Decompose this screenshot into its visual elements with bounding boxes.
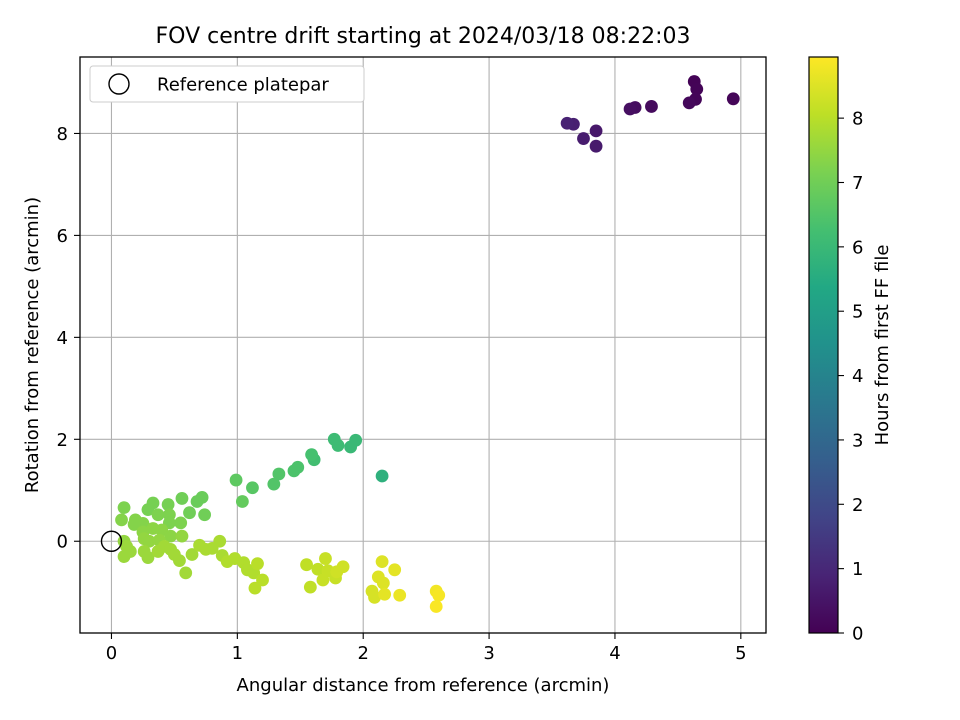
colorbar-tick-label: 5	[852, 302, 863, 323]
plot-area-frame	[79, 56, 767, 634]
scatter-point	[127, 518, 141, 531]
colorbar-tick-label: 1	[852, 559, 863, 580]
legend-label: Reference platepar	[157, 75, 329, 96]
scatter-point	[393, 588, 407, 602]
scatter-point	[175, 492, 189, 505]
scatter-point	[179, 566, 193, 580]
colorbar-tick-label: 8	[852, 109, 863, 130]
colorbar: 0 1 2 3 4 5 6 7 8 Hours from first FF file	[808, 56, 893, 645]
scatter-point	[300, 558, 313, 572]
scatter-point	[267, 477, 281, 491]
scatter-point	[256, 573, 269, 587]
y-axis-label: Rotation from reference (arcmin)	[22, 197, 43, 493]
scatter-point	[623, 102, 637, 116]
colorbar-gradient	[808, 56, 839, 634]
scatter-point	[175, 529, 189, 543]
colorbar-tick-label: 7	[852, 173, 863, 194]
x-tick-label: 0	[106, 643, 117, 664]
scatter-point	[319, 552, 332, 565]
legend: Reference platepar	[89, 65, 365, 103]
scatter-point	[429, 600, 443, 613]
scatter-point	[303, 580, 317, 594]
scatter-point	[589, 124, 603, 138]
scatter-point	[229, 473, 243, 487]
scatter-point	[142, 534, 156, 548]
scatter-point	[388, 563, 402, 577]
scatter-point	[117, 550, 131, 563]
scatter-point	[726, 92, 740, 106]
y-tick-label: 6	[57, 226, 68, 247]
scatter-point	[198, 508, 212, 522]
grid-lines	[80, 57, 766, 633]
scatter-point	[287, 464, 301, 478]
scatter-point	[577, 132, 590, 145]
scatter-point	[336, 560, 350, 574]
x-tick-label: 1	[232, 643, 243, 664]
chart-title: FOV centre drift starting at 2024/03/18 …	[156, 24, 691, 49]
scatter-point	[164, 529, 178, 543]
colorbar-label: Hours from first FF file	[872, 245, 893, 446]
x-tick-label: 2	[357, 643, 368, 664]
scatter-point	[246, 481, 259, 495]
scatter-point	[368, 590, 381, 604]
reference-marker	[100, 530, 123, 552]
scatter-point	[682, 96, 696, 110]
scatter-point	[305, 448, 319, 461]
reference-point-marker	[100, 530, 123, 552]
colorbar-ticks: 0 1 2 3 4 5 6 7 8	[838, 109, 863, 645]
x-axis-label: Angular distance from reference (arcmin)	[237, 675, 610, 696]
scatter-point	[251, 557, 264, 571]
x-tick-label: 4	[609, 643, 620, 664]
scatter-point	[117, 501, 131, 515]
y-tick-label: 4	[57, 328, 68, 349]
x-tick-label: 3	[483, 643, 494, 664]
scatter-point	[151, 508, 165, 522]
colorbar-tick-label: 2	[852, 495, 863, 516]
scatter-point	[141, 503, 155, 517]
scatter-point	[560, 116, 574, 130]
legend-box	[89, 65, 365, 103]
y-tick-label: 8	[57, 124, 68, 145]
scatter-point	[272, 467, 286, 481]
scatter-point	[311, 562, 325, 576]
y-axis-ticks: 0 2 4 6 8	[57, 124, 80, 553]
scatter-point	[141, 551, 155, 564]
colorbar-tick-label: 6	[852, 237, 863, 258]
scatter-point	[174, 516, 188, 530]
scatter-point	[235, 495, 249, 508]
scatter-point	[161, 498, 175, 511]
scatter-points	[115, 75, 740, 613]
scatter-point	[589, 139, 603, 153]
scatter-point	[432, 588, 446, 602]
colorbar-tick-label: 3	[852, 430, 863, 451]
scatter-point	[183, 506, 196, 520]
scatter-point	[378, 587, 392, 601]
scatter-point	[690, 82, 704, 96]
scatter-point	[173, 554, 186, 568]
x-axis-ticks: 0 1 2 3 4 5	[106, 633, 747, 664]
scatter-point	[375, 555, 389, 569]
scatter-point	[213, 534, 227, 548]
colorbar-tick-label: 0	[852, 624, 863, 645]
scatter-point	[115, 513, 128, 527]
scatter-point	[248, 581, 262, 595]
scatter-point	[190, 495, 204, 508]
scatter-point	[327, 432, 341, 446]
scatter-point	[376, 576, 390, 590]
x-tick-label: 5	[735, 643, 746, 664]
scatter-point	[645, 100, 658, 113]
y-tick-label: 0	[57, 532, 68, 553]
y-tick-label: 2	[57, 430, 68, 451]
colorbar-tick-label: 4	[852, 366, 863, 387]
scatter-point	[375, 469, 389, 483]
legend-marker-icon	[108, 73, 130, 95]
scatter-point	[185, 548, 199, 561]
scatter-point	[344, 440, 358, 454]
